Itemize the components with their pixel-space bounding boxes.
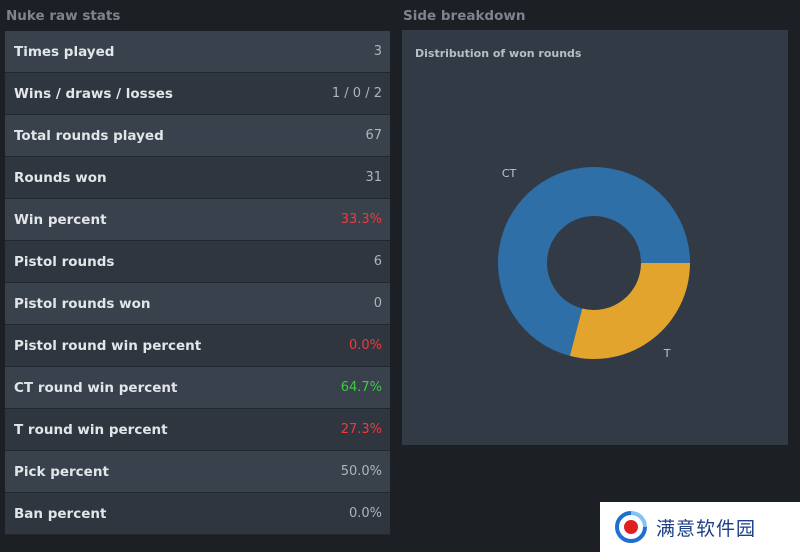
chart-title: Distribution of won rounds (415, 47, 582, 60)
stat-label: T round win percent (14, 421, 168, 438)
slice-label-ct: CT (502, 167, 517, 180)
stat-value: 31 (365, 170, 382, 185)
donut-chart: CT T (498, 166, 690, 360)
stat-value: 0.0% (348, 338, 382, 353)
stat-row: Pick percent 50.0% (5, 451, 390, 493)
stat-value: 3 (373, 44, 382, 59)
stat-row: Total rounds played 67 (5, 115, 390, 157)
watermark: 满意软件园 (600, 502, 800, 552)
donut-slice-ct[interactable] (498, 166, 690, 356)
donut-slice-t[interactable] (569, 263, 690, 359)
stat-row: Win percent 33.3% (5, 199, 390, 241)
stat-row: T round win percent 27.3% (5, 409, 390, 451)
raw-stats-table: Times played 3 Wins / draws / losses 1 / 0 … (5, 30, 390, 535)
stat-value: 27.3% (340, 422, 382, 437)
stat-label: Rounds won (14, 169, 107, 186)
stat-label: Pistol rounds (14, 253, 115, 270)
stat-row: Pistol round win percent 0.0% (5, 325, 390, 367)
side-breakdown-title: Side breakdown (403, 8, 526, 24)
stat-row: Pistol rounds 6 (5, 241, 390, 283)
side-breakdown-section: Side breakdown Distribution of won round… (402, 0, 788, 445)
stat-label: Ban percent (14, 505, 107, 522)
stat-label: Pistol round win percent (14, 337, 202, 354)
watermark-text: 满意软件园 (656, 517, 757, 540)
stat-row: Ban percent 0.0% (5, 493, 390, 535)
stat-row: Rounds won 31 (5, 157, 390, 199)
stat-label: Pick percent (14, 463, 109, 480)
stat-label: Times played (14, 43, 115, 60)
stat-value: 50.0% (340, 464, 382, 479)
stat-row: Pistol rounds won 0 (5, 283, 390, 325)
stat-label: Win percent (14, 211, 107, 228)
circle-logo-icon (615, 511, 647, 543)
stat-row: Times played 3 (5, 31, 390, 73)
stat-value: 0 (373, 296, 382, 311)
stat-value: 33.3% (340, 212, 382, 227)
stat-label: CT round win percent (14, 379, 178, 396)
stat-row: Wins / draws / losses 1 / 0 / 2 (5, 73, 390, 115)
stat-label: Total rounds played (14, 127, 164, 144)
stat-row: CT round win percent 64.7% (5, 367, 390, 409)
raw-stats-title: Nuke raw stats (6, 8, 121, 24)
stat-value: 1 / 0 / 2 (331, 86, 382, 101)
stat-value: 0.0% (348, 506, 382, 521)
raw-stats-section: Nuke raw stats Times played 3 Wins / draws… (5, 0, 390, 535)
stat-label: Pistol rounds won (14, 295, 151, 312)
slice-label-t: T (663, 347, 671, 360)
stat-value: 64.7% (340, 380, 382, 395)
stat-value: 6 (373, 254, 382, 269)
stat-label: Wins / draws / losses (14, 85, 173, 102)
stat-value: 67 (365, 128, 382, 143)
chart-panel: Distribution of won rounds CT T (402, 30, 788, 445)
